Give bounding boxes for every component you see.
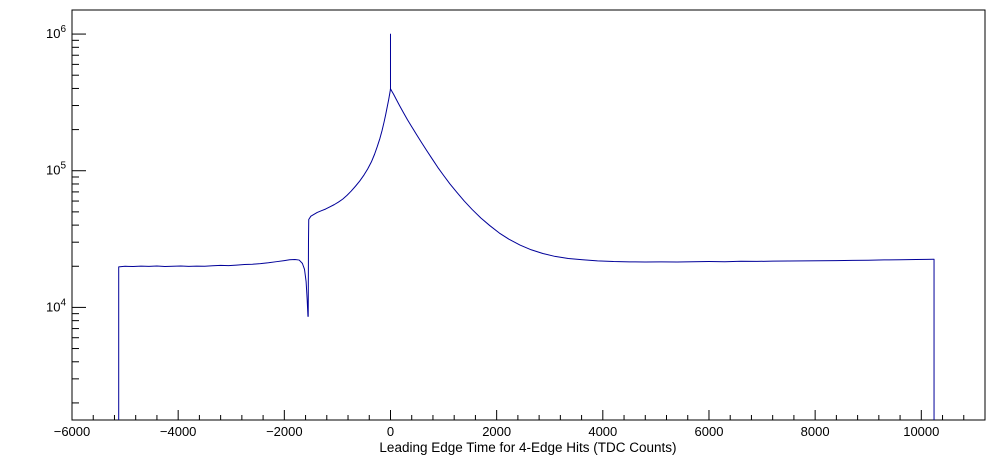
x-tick-label: −4000 [160,424,197,439]
y-tick-label: 105 [46,161,66,178]
axis-ticks [71,33,986,420]
x-tick-label: 8000 [801,424,830,439]
x-tick-label: 6000 [695,424,724,439]
x-tick-label: −6000 [54,424,91,439]
x-tick-label: 2000 [482,424,511,439]
x-axis-title: Leading Edge Time for 4-Edge Hits (TDC C… [379,440,676,455]
series-line-leading-edge-time-histogram [118,33,935,420]
y-tick-label: 104 [46,297,66,314]
y-tick-label: 106 [46,24,66,41]
plot-frame [71,9,986,421]
x-tick-label: 10000 [903,424,939,439]
x-tick-label: 0 [387,424,394,439]
axis-tick-labels: −6000 −4000 −2000 0 2000 4000 6000 8000 10000 104… [46,24,939,439]
x-tick-label: −2000 [266,424,303,439]
x-tick-label: 4000 [588,424,617,439]
